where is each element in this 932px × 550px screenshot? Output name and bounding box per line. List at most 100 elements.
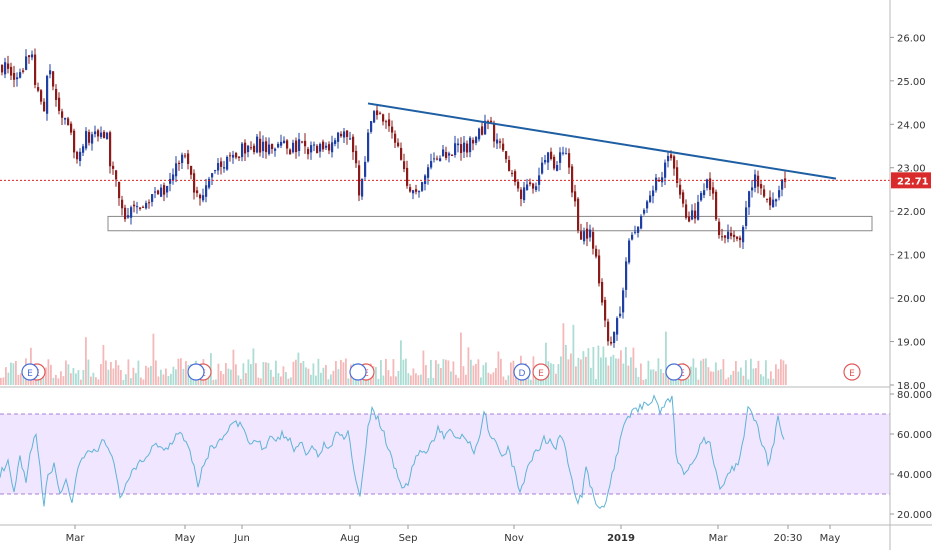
- candle-body: [127, 215, 130, 218]
- volume-bar: [575, 366, 577, 385]
- candle-body: [385, 121, 388, 123]
- volume-bar: [42, 377, 45, 385]
- dividend-marker-ring[interactable]: [187, 363, 205, 381]
- volume-bar: [7, 372, 10, 385]
- candle-body: [664, 162, 667, 178]
- volume-bar: [785, 364, 787, 385]
- volume-bar: [735, 361, 737, 385]
- candle-body: [268, 144, 271, 154]
- candle-body: [343, 131, 346, 138]
- candle-body: [163, 185, 166, 195]
- volume-bar: [77, 370, 80, 385]
- volume-bar: [707, 367, 710, 385]
- volume-bar: [430, 359, 432, 385]
- volume-bar: [717, 370, 720, 385]
- candle-body: [559, 152, 562, 163]
- candle-body: [31, 54, 34, 58]
- price-axis-tick-label: 22.00: [897, 207, 926, 218]
- volume-bar: [305, 367, 307, 385]
- volume-bar: [52, 377, 55, 385]
- candle-body: [220, 161, 223, 167]
- candle-body: [547, 152, 550, 163]
- volume-bar: [0, 377, 2, 385]
- candle-body: [217, 163, 220, 171]
- descending-trendline[interactable]: [367, 102, 837, 180]
- volume-bar: [120, 369, 122, 385]
- candle-body: [778, 190, 781, 198]
- candle-body: [109, 132, 112, 167]
- candle-body: [232, 154, 235, 158]
- candle-body: [718, 221, 721, 236]
- volume-bar: [415, 373, 417, 385]
- candle-body: [70, 123, 73, 133]
- candle-body: [394, 133, 397, 143]
- candle-body: [97, 130, 100, 137]
- earnings-marker[interactable]: [843, 363, 861, 381]
- earnings-marker-label: E: [849, 369, 855, 379]
- volume-bar: [330, 374, 332, 385]
- candle-body: [208, 178, 211, 188]
- volume-bar: [12, 363, 15, 385]
- support-zone-rectangle[interactable]: [107, 215, 873, 232]
- time-axis-tick-label: Nov: [504, 533, 524, 544]
- volume-bar: [492, 372, 495, 385]
- volume-bar: [590, 367, 592, 385]
- candle-body: [727, 231, 730, 239]
- candle-body: [583, 231, 586, 242]
- trendline-layer[interactable]: [367, 102, 837, 180]
- volume-bar: [175, 369, 177, 385]
- volume-bar: [455, 374, 457, 385]
- candle-body: [79, 151, 82, 161]
- candle-body: [442, 149, 445, 157]
- volume-bar: [300, 362, 302, 385]
- candle-body: [460, 144, 463, 153]
- dividend-marker-ring[interactable]: [349, 363, 367, 381]
- candle-body: [205, 185, 208, 197]
- volume-bar: [742, 375, 745, 385]
- volume-bar: [290, 377, 292, 385]
- earnings-marker[interactable]: [21, 363, 39, 381]
- candle-body: [319, 143, 322, 152]
- volume-bar: [115, 360, 117, 385]
- dividend-marker[interactable]: [513, 363, 531, 381]
- dividend-marker-ring[interactable]: [665, 363, 683, 381]
- volume-bar: [67, 364, 70, 385]
- candle-body: [358, 165, 361, 196]
- volume-bar: [155, 360, 157, 385]
- candle-body: [697, 201, 700, 220]
- candle-body: [13, 72, 16, 80]
- rsi-axis-tick-label: 60.0000: [897, 430, 932, 441]
- rsi-line: [0, 394, 785, 509]
- volume-bar: [502, 376, 505, 385]
- candle-body: [184, 155, 187, 157]
- candle-body: [580, 231, 583, 240]
- volume-bar: [417, 375, 420, 385]
- time-axis-tick-label: Mar: [709, 533, 729, 544]
- event-markers-layer[interactable]: EEEEEEED: [21, 363, 861, 381]
- volume-bar: [635, 367, 637, 385]
- candle-body: [103, 131, 106, 139]
- volume-bar: [500, 358, 502, 385]
- volume-bar: [145, 365, 147, 385]
- volume-bar: [627, 365, 630, 385]
- candle-body: [565, 153, 568, 155]
- volume-bar: [150, 365, 152, 385]
- volume-bar: [50, 364, 52, 385]
- volume-bar: [490, 374, 492, 385]
- last-price-badge: [891, 172, 931, 189]
- candle-body: [148, 202, 151, 204]
- volume-bar: [65, 360, 67, 385]
- candle-body: [112, 165, 115, 169]
- volume-bar: [570, 353, 572, 385]
- candle-body: [304, 140, 307, 147]
- earnings-marker[interactable]: [532, 363, 550, 381]
- volume-bar: [405, 358, 407, 385]
- candle-body: [766, 198, 769, 200]
- volume-bar: [545, 342, 547, 385]
- candle-body: [643, 209, 646, 214]
- candle-body: [340, 133, 343, 137]
- candle-body: [742, 226, 745, 243]
- candle-body: [49, 70, 52, 75]
